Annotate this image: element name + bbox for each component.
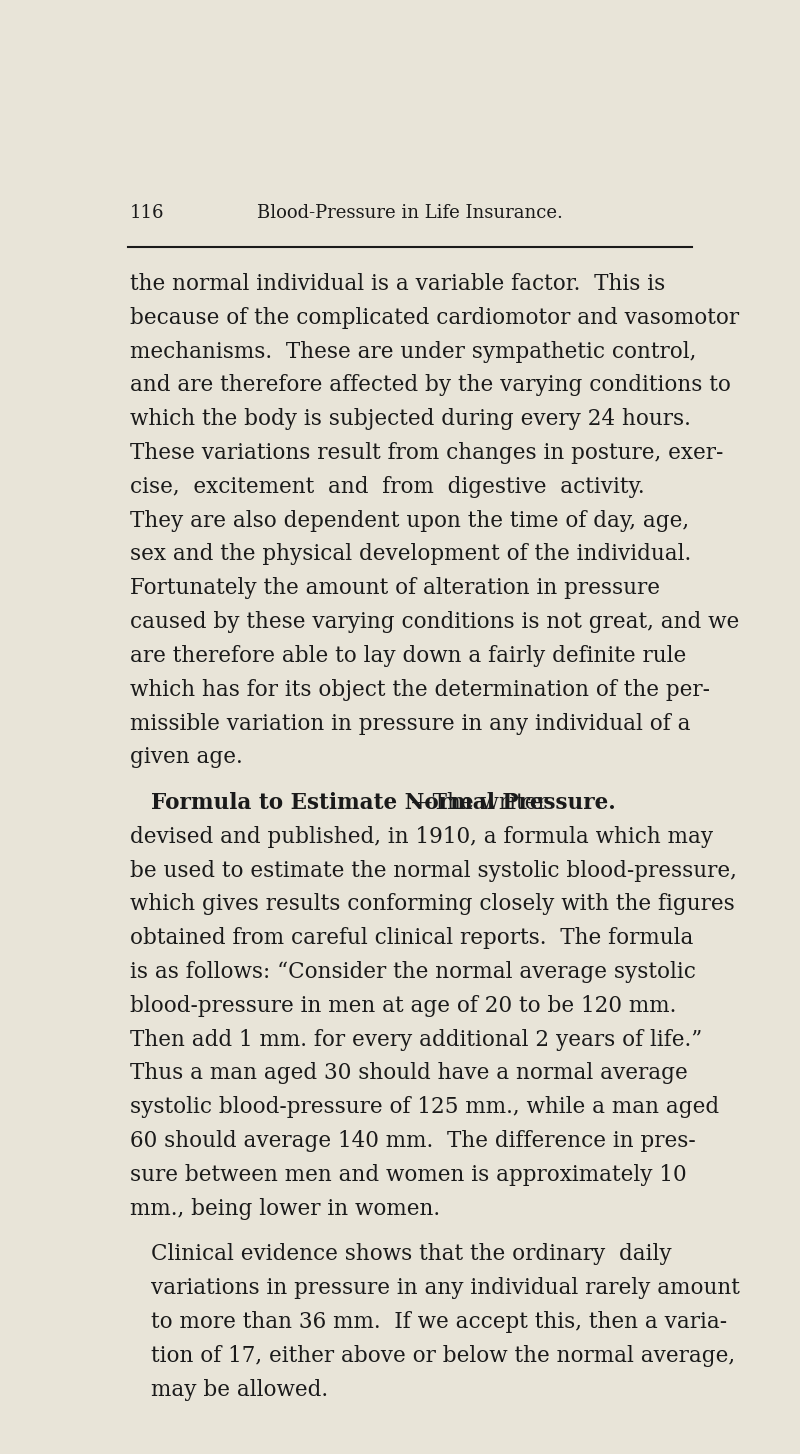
Text: —The writer: —The writer	[411, 792, 547, 814]
Text: which has for its object the determination of the per-: which has for its object the determinati…	[130, 679, 710, 701]
Text: They are also dependent upon the time of day, age,: They are also dependent upon the time of…	[130, 510, 689, 532]
Text: Blood-Pressure in Life Insurance.: Blood-Pressure in Life Insurance.	[257, 204, 563, 221]
Text: be used to estimate the normal systolic blood-pressure,: be used to estimate the normal systolic …	[130, 859, 737, 881]
Text: Fortunately the amount of alteration in pressure: Fortunately the amount of alteration in …	[130, 577, 660, 599]
Text: sure between men and women is approximately 10: sure between men and women is approximat…	[130, 1165, 686, 1186]
Text: cise,  excitement  and  from  digestive  activity.: cise, excitement and from digestive acti…	[130, 475, 644, 497]
Text: mechanisms.  These are under sympathetic control,: mechanisms. These are under sympathetic …	[130, 340, 696, 362]
Text: sex and the physical development of the individual.: sex and the physical development of the …	[130, 544, 691, 566]
Text: to more than 36 mm.  If we accept this, then a varia-: to more than 36 mm. If we accept this, t…	[151, 1312, 727, 1333]
Text: devised and published, in 1910, a formula which may: devised and published, in 1910, a formul…	[130, 826, 713, 848]
Text: 60 should average 140 mm.  The difference in pres-: 60 should average 140 mm. The difference…	[130, 1130, 695, 1152]
Text: which gives results conforming closely with the figures: which gives results conforming closely w…	[130, 893, 734, 916]
Text: systolic blood-pressure of 125 mm., while a man aged: systolic blood-pressure of 125 mm., whil…	[130, 1096, 719, 1118]
Text: mm., being lower in women.: mm., being lower in women.	[130, 1198, 440, 1220]
Text: tion of 17, either above or below the normal average,: tion of 17, either above or below the no…	[151, 1345, 735, 1367]
Text: variations in pressure in any individual rarely amount: variations in pressure in any individual…	[151, 1277, 740, 1300]
Text: Thus a man aged 30 should have a normal average: Thus a man aged 30 should have a normal …	[130, 1063, 687, 1085]
Text: 116: 116	[130, 204, 164, 221]
Text: given age.: given age.	[130, 746, 242, 768]
Text: and are therefore affected by the varying conditions to: and are therefore affected by the varyin…	[130, 375, 730, 397]
Text: because of the complicated cardiomotor and vasomotor: because of the complicated cardiomotor a…	[130, 307, 739, 329]
Text: Clinical evidence shows that the ordinary  daily: Clinical evidence shows that the ordinar…	[151, 1243, 672, 1265]
Text: may be allowed.: may be allowed.	[151, 1378, 329, 1400]
Text: missible variation in pressure in any individual of a: missible variation in pressure in any in…	[130, 712, 690, 734]
Text: blood-pressure in men at age of 20 to be 120 mm.: blood-pressure in men at age of 20 to be…	[130, 995, 676, 1016]
Text: caused by these varying conditions is not great, and we: caused by these varying conditions is no…	[130, 611, 739, 632]
Text: Then add 1 mm. for every additional 2 years of life.”: Then add 1 mm. for every additional 2 ye…	[130, 1028, 702, 1051]
Text: the normal individual is a variable factor.  This is: the normal individual is a variable fact…	[130, 273, 665, 295]
Text: obtained from careful clinical reports.  The formula: obtained from careful clinical reports. …	[130, 928, 693, 949]
Text: Formula to Estimate Normal Pressure.: Formula to Estimate Normal Pressure.	[151, 792, 616, 814]
Text: are therefore able to lay down a fairly definite rule: are therefore able to lay down a fairly …	[130, 646, 686, 667]
Text: which the body is subjected during every 24 hours.: which the body is subjected during every…	[130, 409, 690, 430]
Text: is as follows: “Consider the normal average systolic: is as follows: “Consider the normal aver…	[130, 961, 696, 983]
Text: These variations result from changes in posture, exer-: These variations result from changes in …	[130, 442, 723, 464]
